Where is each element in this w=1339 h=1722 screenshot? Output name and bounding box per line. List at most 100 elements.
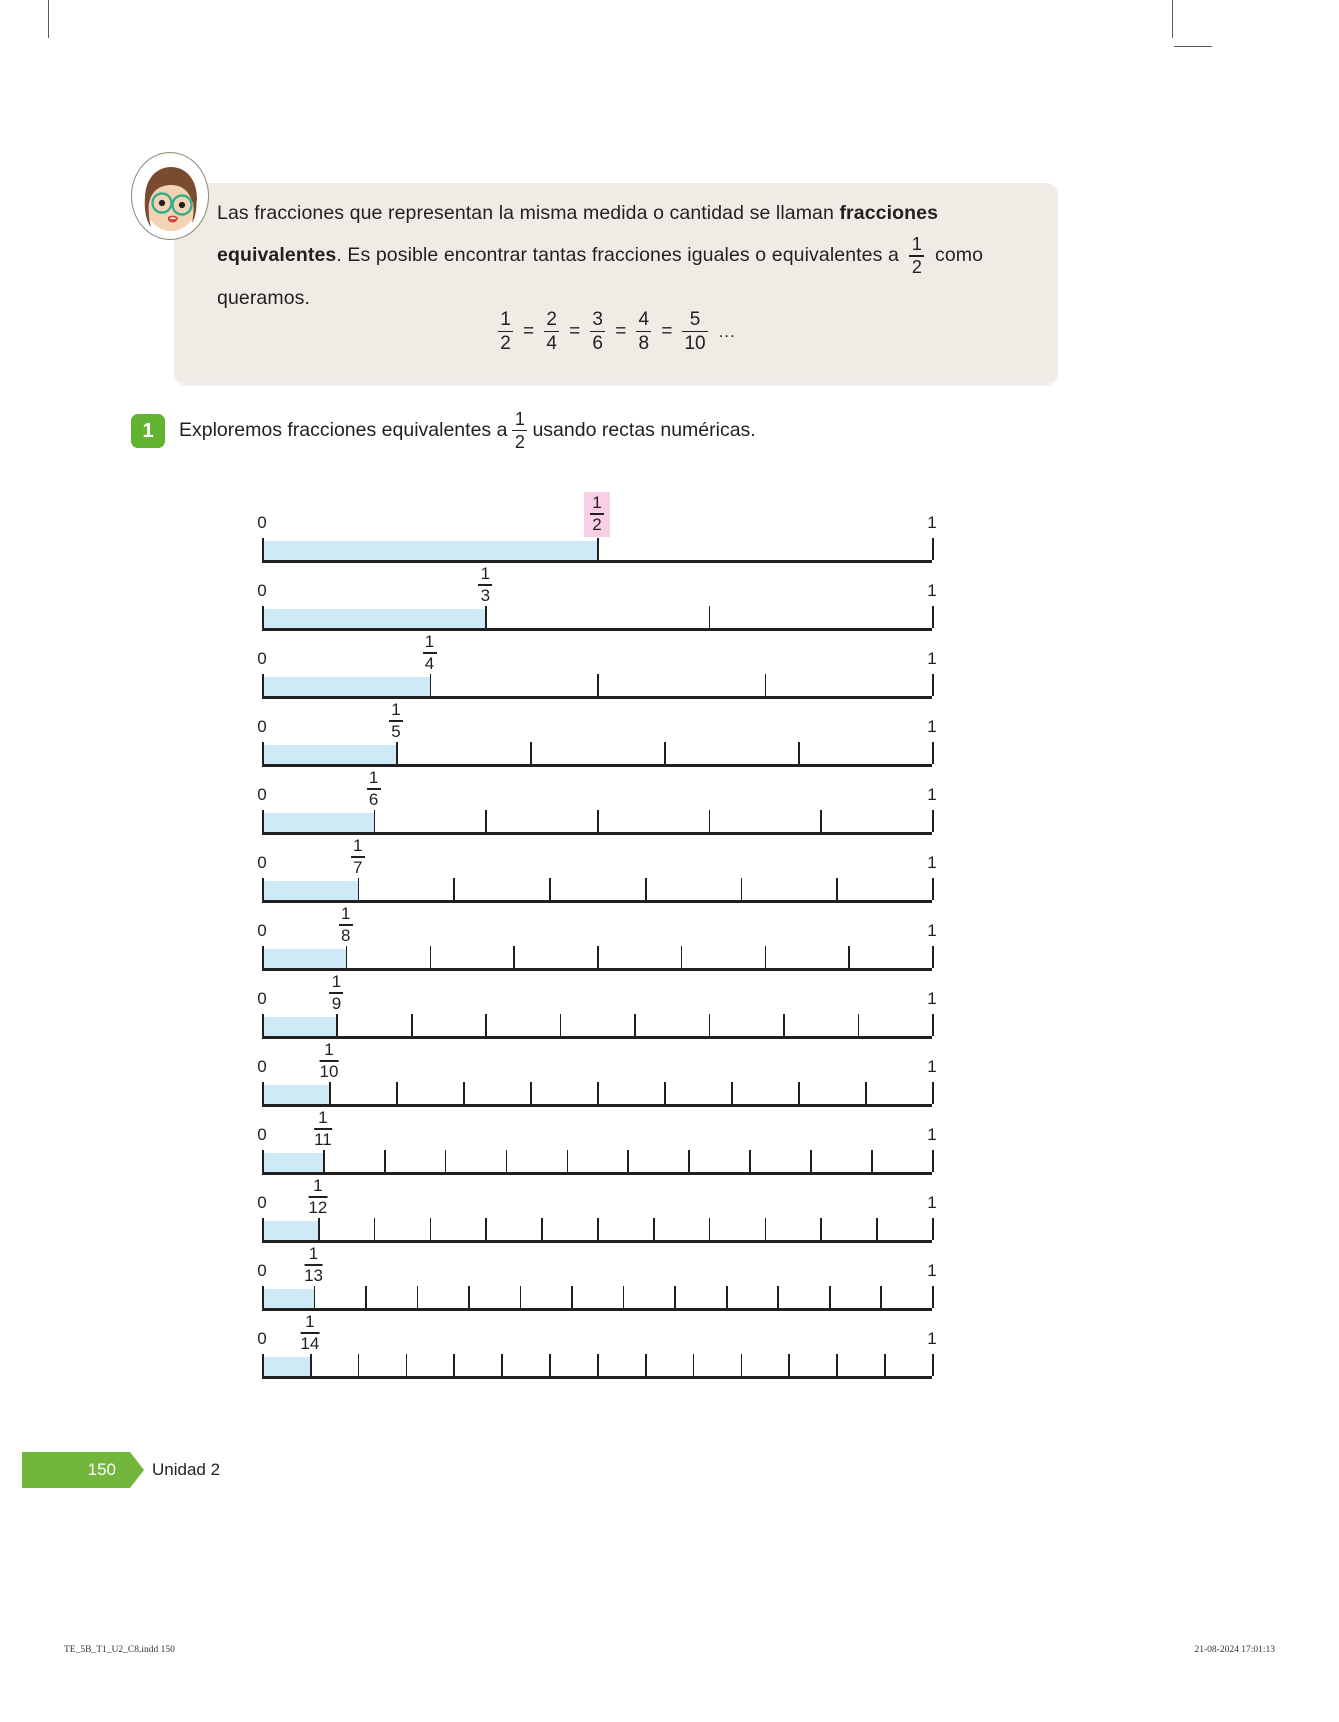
- axis-label-zero: 0: [257, 785, 267, 804]
- tick-mark: [336, 1013, 339, 1036]
- tick-mark: [810, 1149, 812, 1172]
- tick-mark: [857, 1013, 860, 1036]
- tick-mark: [549, 1353, 551, 1376]
- tick-mark: [329, 1081, 331, 1104]
- tick-mark: [764, 673, 767, 696]
- fraction-numerator: 1: [341, 903, 351, 923]
- tick-mark: [664, 1081, 666, 1104]
- tick-mark: [652, 1217, 655, 1240]
- tick-one: [932, 1081, 934, 1104]
- tick-mark: [740, 877, 743, 900]
- tick-mark: [530, 741, 532, 764]
- fraction-numerator: 1: [592, 492, 602, 512]
- badge-arrow-icon: [130, 1452, 144, 1488]
- axis-label-one: 1: [927, 853, 937, 872]
- tick-mark: [345, 945, 348, 968]
- tick-mark: [357, 1353, 360, 1376]
- tick-mark: [731, 1081, 733, 1104]
- fraction-bar: [422, 652, 437, 654]
- axis-label-one: 1: [927, 785, 937, 804]
- axis-label-zero: 0: [257, 989, 267, 1008]
- tick-mark: [317, 1217, 320, 1240]
- number-line-axis: [262, 695, 932, 699]
- tick-mark: [798, 741, 800, 764]
- number-line-axis: [262, 627, 932, 631]
- number-line-axis: [262, 1035, 932, 1039]
- tick-mark: [777, 1285, 780, 1308]
- fraction-bar: [304, 1264, 323, 1266]
- axis-label-one: 1: [927, 1057, 937, 1076]
- fraction-bar: [512, 429, 528, 432]
- fraction-bar: [636, 330, 652, 333]
- fraction-bar: [544, 330, 560, 333]
- fraction-numerator: 3: [592, 309, 603, 330]
- shaded-fraction-bar: [262, 1152, 323, 1172]
- fraction-denominator: 8: [638, 332, 650, 354]
- axis-label-zero: 0: [257, 1329, 267, 1348]
- fraction-numerator: 1: [331, 971, 342, 991]
- tick-zero: [262, 741, 264, 764]
- tick-mark: [396, 741, 398, 764]
- tick-zero: [262, 1149, 264, 1172]
- axis-label-zero: 0: [257, 649, 267, 668]
- axis-label-zero: 0: [257, 581, 267, 600]
- tick-mark: [644, 877, 647, 900]
- number-line-axis: [262, 967, 932, 971]
- tick-mark: [836, 877, 838, 900]
- number-line-row: 0 1 1 10: [257, 1039, 937, 1107]
- tick-zero: [262, 1217, 264, 1240]
- tick-mark: [828, 1285, 831, 1308]
- tick-mark: [708, 1013, 711, 1036]
- tick-mark: [597, 945, 599, 968]
- tick-mark: [622, 1285, 625, 1308]
- number-line-axis: [262, 763, 932, 767]
- tick-mark: [708, 1217, 711, 1240]
- fraction-numerator: 4: [638, 309, 650, 330]
- tick-mark: [429, 1217, 432, 1240]
- tick-mark: [396, 1081, 398, 1104]
- equals-sign: =: [523, 320, 535, 342]
- crop-mark-top-right: [1172, 0, 1173, 38]
- tick-mark: [871, 1149, 873, 1172]
- tick-mark: [501, 1353, 503, 1376]
- number-line-axis: [262, 559, 932, 563]
- number-line-fraction-label: 1 12: [308, 1176, 328, 1217]
- tick-one: [932, 1013, 934, 1036]
- fraction-denominator: 2: [592, 515, 602, 535]
- fraction-numerator: 1: [352, 835, 363, 855]
- tick-mark: [530, 1081, 532, 1104]
- axis-label-one: 1: [927, 717, 937, 736]
- fraction-bar: [350, 856, 365, 858]
- fraction-bar: [329, 992, 344, 994]
- tick-zero: [262, 537, 264, 560]
- fraction-bar: [319, 1060, 339, 1062]
- tick-mark: [749, 1149, 751, 1172]
- tick-zero: [262, 1285, 264, 1308]
- tick-mark: [680, 945, 683, 968]
- axis-label-zero: 0: [257, 1057, 267, 1076]
- tick-mark: [597, 809, 599, 832]
- tick-one: [932, 673, 934, 696]
- shaded-fraction-bar: [262, 1288, 314, 1308]
- number-line-axis: [262, 899, 932, 903]
- tick-mark: [764, 1217, 767, 1240]
- axis-label-zero: 0: [257, 513, 267, 532]
- number-line-axis: [262, 1171, 932, 1175]
- tick-mark: [634, 1013, 636, 1036]
- shaded-fraction-bar: [262, 1016, 337, 1036]
- tick-mark: [463, 1081, 465, 1104]
- tick-mark: [783, 1013, 785, 1036]
- tick-mark: [880, 1285, 883, 1308]
- print-info-left: TE_5B_T1_U2_C8.indd 150: [64, 1645, 175, 1655]
- callout-text-part2: . Es posible encontrar tantas fracciones…: [336, 244, 905, 266]
- shaded-fraction-bar: [262, 608, 486, 628]
- fraction-denominator: 14: [300, 1334, 320, 1354]
- callout-text-part3: como queramos.: [217, 244, 984, 309]
- tick-mark: [597, 1217, 599, 1240]
